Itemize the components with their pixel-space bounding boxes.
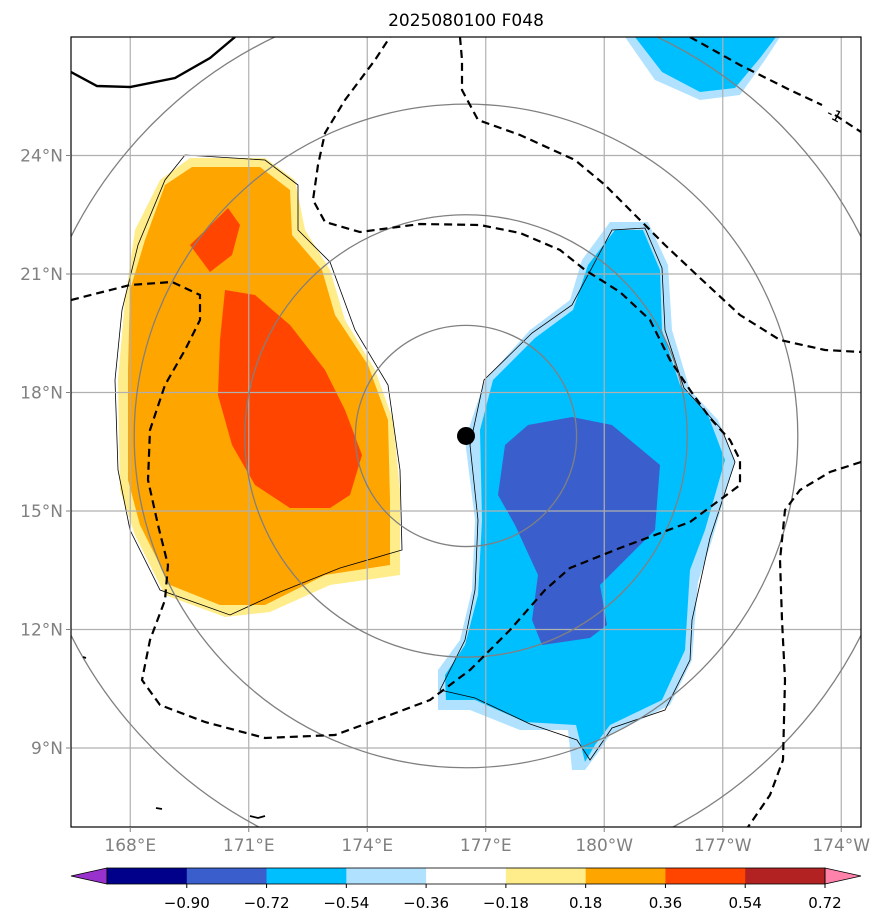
colorbar-label-8: 0.72 bbox=[808, 894, 841, 912]
positive-anomaly-outline bbox=[114, 154, 403, 616]
colorbar-segment-0 bbox=[107, 868, 188, 884]
colorbar-segment-1 bbox=[186, 868, 268, 884]
x-axis-ticks: 168°E 171°E 174°E 177°E 180°W 177°W 174°W bbox=[104, 827, 870, 856]
colorbar-label-1: −0.72 bbox=[244, 894, 290, 912]
y-axis-ticks: 9°N 12°N 15°N 18°N 21°N 24°N bbox=[20, 147, 71, 759]
contour-line-west bbox=[71, 37, 742, 740]
colorbar-segment-4 bbox=[426, 868, 507, 884]
colorbar-label-7: 0.54 bbox=[729, 894, 762, 912]
x-tick-label-4: 180°W bbox=[575, 836, 633, 856]
y-tick-label-2: 15°N bbox=[20, 502, 63, 522]
positive-anomaly-region bbox=[118, 158, 400, 617]
colorbar-label-2: −0.54 bbox=[323, 894, 369, 912]
colorbar-label-0: −0.90 bbox=[164, 894, 210, 912]
colorbar-label-5: 0.18 bbox=[569, 894, 602, 912]
contour-line-east bbox=[458, 37, 861, 354]
colorbar-segment-6 bbox=[585, 868, 666, 884]
colorbar-segment-2 bbox=[266, 868, 347, 884]
colorbar-extend-high bbox=[824, 867, 862, 885]
range-ring-0 bbox=[354, 324, 578, 548]
y-tick-label-0: 9°N bbox=[31, 739, 63, 759]
range-ring-1 bbox=[244, 214, 688, 658]
y-tick-label-5: 24°N bbox=[20, 147, 63, 167]
negative-anomaly-region bbox=[438, 37, 780, 770]
positive-anomaly-band-0.54 bbox=[218, 290, 362, 508]
x-tick-label-1: 171°E bbox=[223, 836, 275, 856]
y-tick-label-1: 12°N bbox=[20, 621, 63, 641]
x-tick-label-2: 174°E bbox=[341, 836, 393, 856]
colorbar-extend-low bbox=[70, 867, 108, 885]
contour-line-northeast bbox=[689, 37, 823, 106]
map-gridlines bbox=[71, 37, 861, 827]
x-tick-label-5: 177°W bbox=[694, 836, 752, 856]
colorbar-segment-7 bbox=[665, 868, 746, 884]
x-tick-label-0: 168°E bbox=[104, 836, 156, 856]
storm-center-marker bbox=[457, 426, 475, 445]
colorbar-segment-3 bbox=[346, 868, 427, 884]
colorbar-frame bbox=[106, 867, 826, 885]
x-tick-label-6: 174°W bbox=[812, 836, 870, 856]
positive-anomaly-band-0.54-north bbox=[190, 208, 240, 272]
colorbar-label-6: 0.36 bbox=[649, 894, 682, 912]
y-tick-label-3: 18°N bbox=[20, 384, 63, 404]
range-rings bbox=[71, 37, 861, 827]
colorbar: −0.90 −0.72 −0.54 −0.36 −0.18 0.18 0.36 0.54 0.7… bbox=[70, 867, 862, 912]
colorbar-label-3: −0.36 bbox=[403, 894, 449, 912]
negative-anomaly-outline bbox=[439, 227, 736, 761]
map-frame bbox=[70, 36, 862, 828]
y-tick-label-4: 21°N bbox=[20, 265, 63, 285]
x-tick-label-3: 177°E bbox=[460, 836, 512, 856]
contour-label: -1 bbox=[824, 104, 846, 127]
coastline-fragments bbox=[82, 656, 266, 819]
solid-contour-line bbox=[71, 37, 236, 89]
range-ring-2 bbox=[133, 103, 799, 769]
negative-anomaly-band-0.54 bbox=[498, 417, 660, 645]
chart-title: 2025080100 F048 bbox=[388, 11, 544, 31]
map-area: -1 bbox=[71, 37, 861, 827]
contour-line-northeast-2 bbox=[834, 114, 861, 133]
colorbar-label-4: −0.18 bbox=[483, 894, 529, 912]
colorbar-segment-8 bbox=[745, 868, 826, 884]
dashed-contours bbox=[71, 37, 861, 827]
contour-line-southeast bbox=[747, 460, 861, 827]
colorbar-segment-5 bbox=[505, 868, 587, 884]
